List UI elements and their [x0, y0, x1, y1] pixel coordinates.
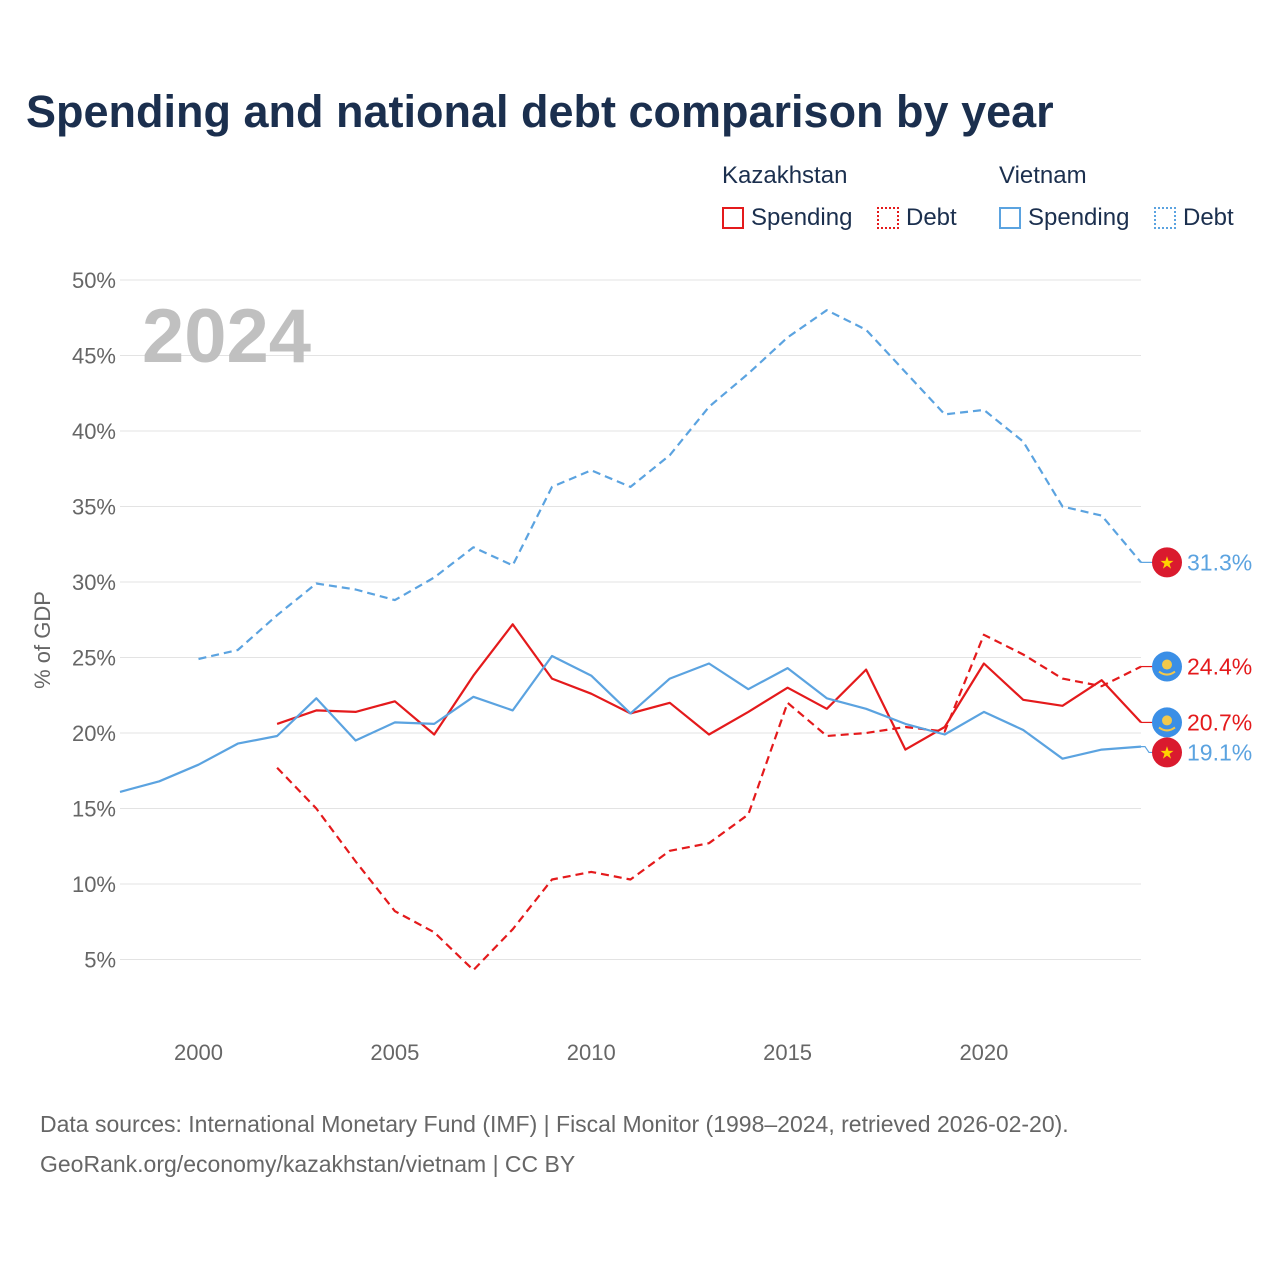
legend-swatch-dotted: [877, 207, 899, 229]
chart-title: Spending and national debt comparison by…: [26, 86, 1054, 137]
y-tick-label: 35%: [72, 495, 116, 520]
x-tick-label: 2020: [959, 1040, 1008, 1065]
sun-icon: [1162, 659, 1172, 670]
y-axis-label: % of GDP: [30, 591, 55, 689]
y-tick-label: 5%: [84, 948, 116, 973]
legend-item-kazakhstan-spending[interactable]: Spending: [722, 204, 852, 232]
series-line-vietnam-spending[interactable]: [119, 654, 1142, 793]
x-tick-label: 2000: [174, 1040, 223, 1065]
x-axis-ticks: 2000 2005 2010 2015 2020: [174, 1040, 1008, 1065]
legend-group-vietnam: Vietnam: [999, 162, 1087, 189]
y-tick-label: 50%: [72, 268, 116, 293]
y-tick-label: 25%: [72, 646, 116, 671]
legend-swatch-dotted: [1154, 207, 1176, 229]
series-line-kazakhstan-spending[interactable]: [276, 623, 1142, 751]
y-tick-label: 30%: [72, 570, 116, 595]
vietnam-flag-icon: [1152, 547, 1182, 578]
end-value-label: 24.4%: [1187, 654, 1252, 680]
x-tick-label: 2005: [370, 1040, 419, 1065]
year-label: 2024: [142, 294, 311, 379]
eagle-icon: [1158, 726, 1176, 732]
y-tick-label: 15%: [72, 797, 116, 822]
footer-attribution: GeoRank.org/economy/kazakhstan/vietnam |…: [40, 1151, 576, 1177]
footer: Data sources: International Monetary Fun…: [40, 1104, 1069, 1184]
y-tick-label: 20%: [72, 721, 116, 746]
y-axis-ticks: 5% 10% 15% 20% 25% 30% 35% 40% 45% 50%: [72, 268, 116, 973]
legend-item-vietnam-spending[interactable]: Spending: [999, 204, 1129, 232]
legend-item-label: Spending: [751, 204, 853, 231]
series-line-vietnam-debt[interactable]: [198, 309, 1142, 661]
legend-group-kazakhstan: Kazakhstan: [722, 162, 848, 189]
x-tick-label: 2015: [763, 1040, 812, 1065]
footer-sources: Data sources: International Monetary Fun…: [40, 1111, 1069, 1137]
legend-swatch-solid: [999, 207, 1021, 229]
y-tick-label: 40%: [72, 419, 116, 444]
series-end-labels: 20.7% 24.4% ★ 19.1% ★ 31.3%: [1141, 547, 1252, 768]
legend-item-kazakhstan-debt[interactable]: Debt: [877, 204, 957, 232]
y-tick-label: 45%: [72, 344, 116, 369]
legend-item-label: Spending: [1028, 204, 1130, 231]
gridlines: [120, 279, 1141, 960]
end-label-connector: [1141, 745, 1153, 754]
end-value-label: 19.1%: [1187, 739, 1252, 765]
legend-swatch-solid: [722, 207, 744, 229]
sun-icon: [1162, 715, 1172, 726]
series-line-kazakhstan-debt[interactable]: [276, 633, 1142, 972]
legend-item-vietnam-debt[interactable]: Debt: [1154, 204, 1234, 232]
star-icon: ★: [1159, 743, 1174, 762]
x-tick-label: 2010: [567, 1040, 616, 1065]
y-tick-label: 10%: [72, 872, 116, 897]
eagle-icon: [1158, 670, 1176, 676]
star-icon: ★: [1159, 553, 1174, 572]
end-value-label: 20.7%: [1187, 709, 1252, 735]
vietnam-flag-icon: [1152, 737, 1182, 768]
legend-item-label: Debt: [1183, 204, 1234, 231]
legend-item-label: Debt: [906, 204, 957, 231]
series-lines: [119, 309, 1142, 972]
end-value-label: 31.3%: [1187, 549, 1252, 575]
